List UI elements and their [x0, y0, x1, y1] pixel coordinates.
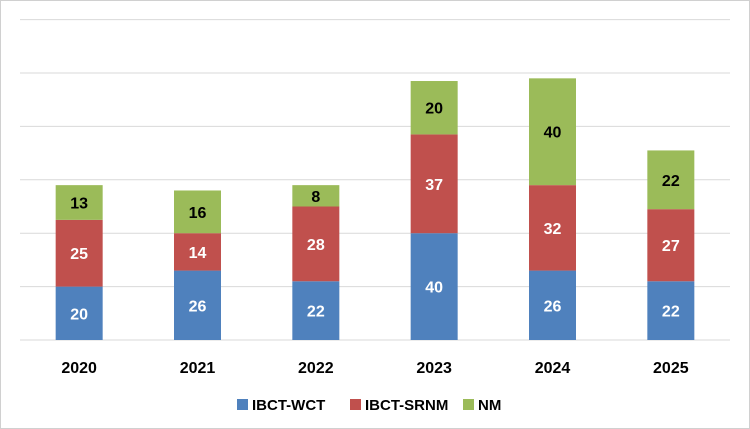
bar-2023-series-1	[410, 134, 458, 234]
x-tick-label-2022: 2022	[298, 360, 334, 377]
legend: IBCT-WCT IBCT-SRNM NM	[237, 397, 501, 414]
gridlines	[20, 19, 730, 341]
bar-2024-series-1	[529, 185, 576, 271]
x-tick-label-2021: 2021	[180, 360, 216, 377]
bar-2021-series-1	[174, 233, 221, 271]
data-label-2020-series-0: 20	[70, 306, 88, 323]
bar-2025-series-1	[647, 209, 695, 282]
data-label-2022-series-2: 8	[311, 189, 320, 206]
legend-swatch-0	[237, 399, 248, 410]
legend-label-1: IBCT-SRNM	[365, 397, 448, 414]
legend-item-1: IBCT-SRNM	[350, 397, 448, 414]
data-label-2022-series-1: 28	[307, 237, 325, 254]
bar-2022-series-2	[292, 185, 340, 207]
x-axis-labels: 2020 2021 2022 2023 2024 2025	[61, 360, 688, 377]
bar-2020-series-2	[55, 185, 103, 220]
x-tick-label-2025: 2025	[653, 360, 689, 377]
bar-2020-series-1	[55, 219, 103, 287]
legend-item-2: NM	[463, 397, 501, 414]
bar-2023-series-2	[410, 81, 458, 135]
data-label-2020-series-1: 25	[70, 246, 88, 263]
bar-2024-series-2	[529, 78, 576, 186]
data-label-2023-series-0: 40	[425, 280, 443, 297]
bars	[55, 78, 695, 340]
data-label-2023-series-1: 37	[425, 177, 443, 194]
data-labels: 20 25 13 26 14 16 22 28 8 40 37 20 26 32 40 22 27 22	[70, 101, 680, 324]
data-label-2024-series-0: 26	[544, 298, 562, 315]
bar-2022-series-1	[292, 206, 340, 282]
data-label-2021-series-0: 26	[189, 298, 207, 315]
legend-label-0: IBCT-WCT	[252, 397, 325, 414]
bar-2022-series-0	[292, 281, 340, 340]
data-label-2023-series-2: 20	[425, 101, 443, 118]
legend-swatch-2	[463, 399, 474, 410]
data-label-2020-series-2: 13	[70, 195, 88, 212]
data-label-2024-series-1: 32	[544, 221, 562, 238]
bar-2021-series-0	[174, 270, 221, 340]
x-tick-label-2023: 2023	[416, 360, 452, 377]
bar-2025-series-2	[647, 150, 695, 210]
x-tick-label-2024: 2024	[535, 360, 571, 377]
data-label-2025-series-2: 22	[662, 173, 680, 190]
bar-2020-series-0	[55, 286, 103, 340]
legend-label-2: NM	[478, 397, 501, 414]
bar-2024-series-0	[529, 270, 576, 340]
x-tick-label-2020: 2020	[61, 360, 97, 377]
data-label-2022-series-0: 22	[307, 304, 325, 321]
legend-item-0: IBCT-WCT	[237, 397, 325, 414]
bar-2023-series-0	[410, 233, 458, 340]
legend-swatch-1	[350, 399, 361, 410]
bar-2025-series-0	[647, 281, 695, 340]
data-label-2021-series-2: 16	[189, 205, 207, 222]
data-label-2025-series-0: 22	[662, 304, 680, 321]
data-label-2024-series-2: 40	[544, 125, 562, 142]
bar-2021-series-2	[174, 190, 221, 234]
data-label-2021-series-1: 14	[189, 245, 207, 262]
data-label-2025-series-1: 27	[662, 238, 680, 255]
